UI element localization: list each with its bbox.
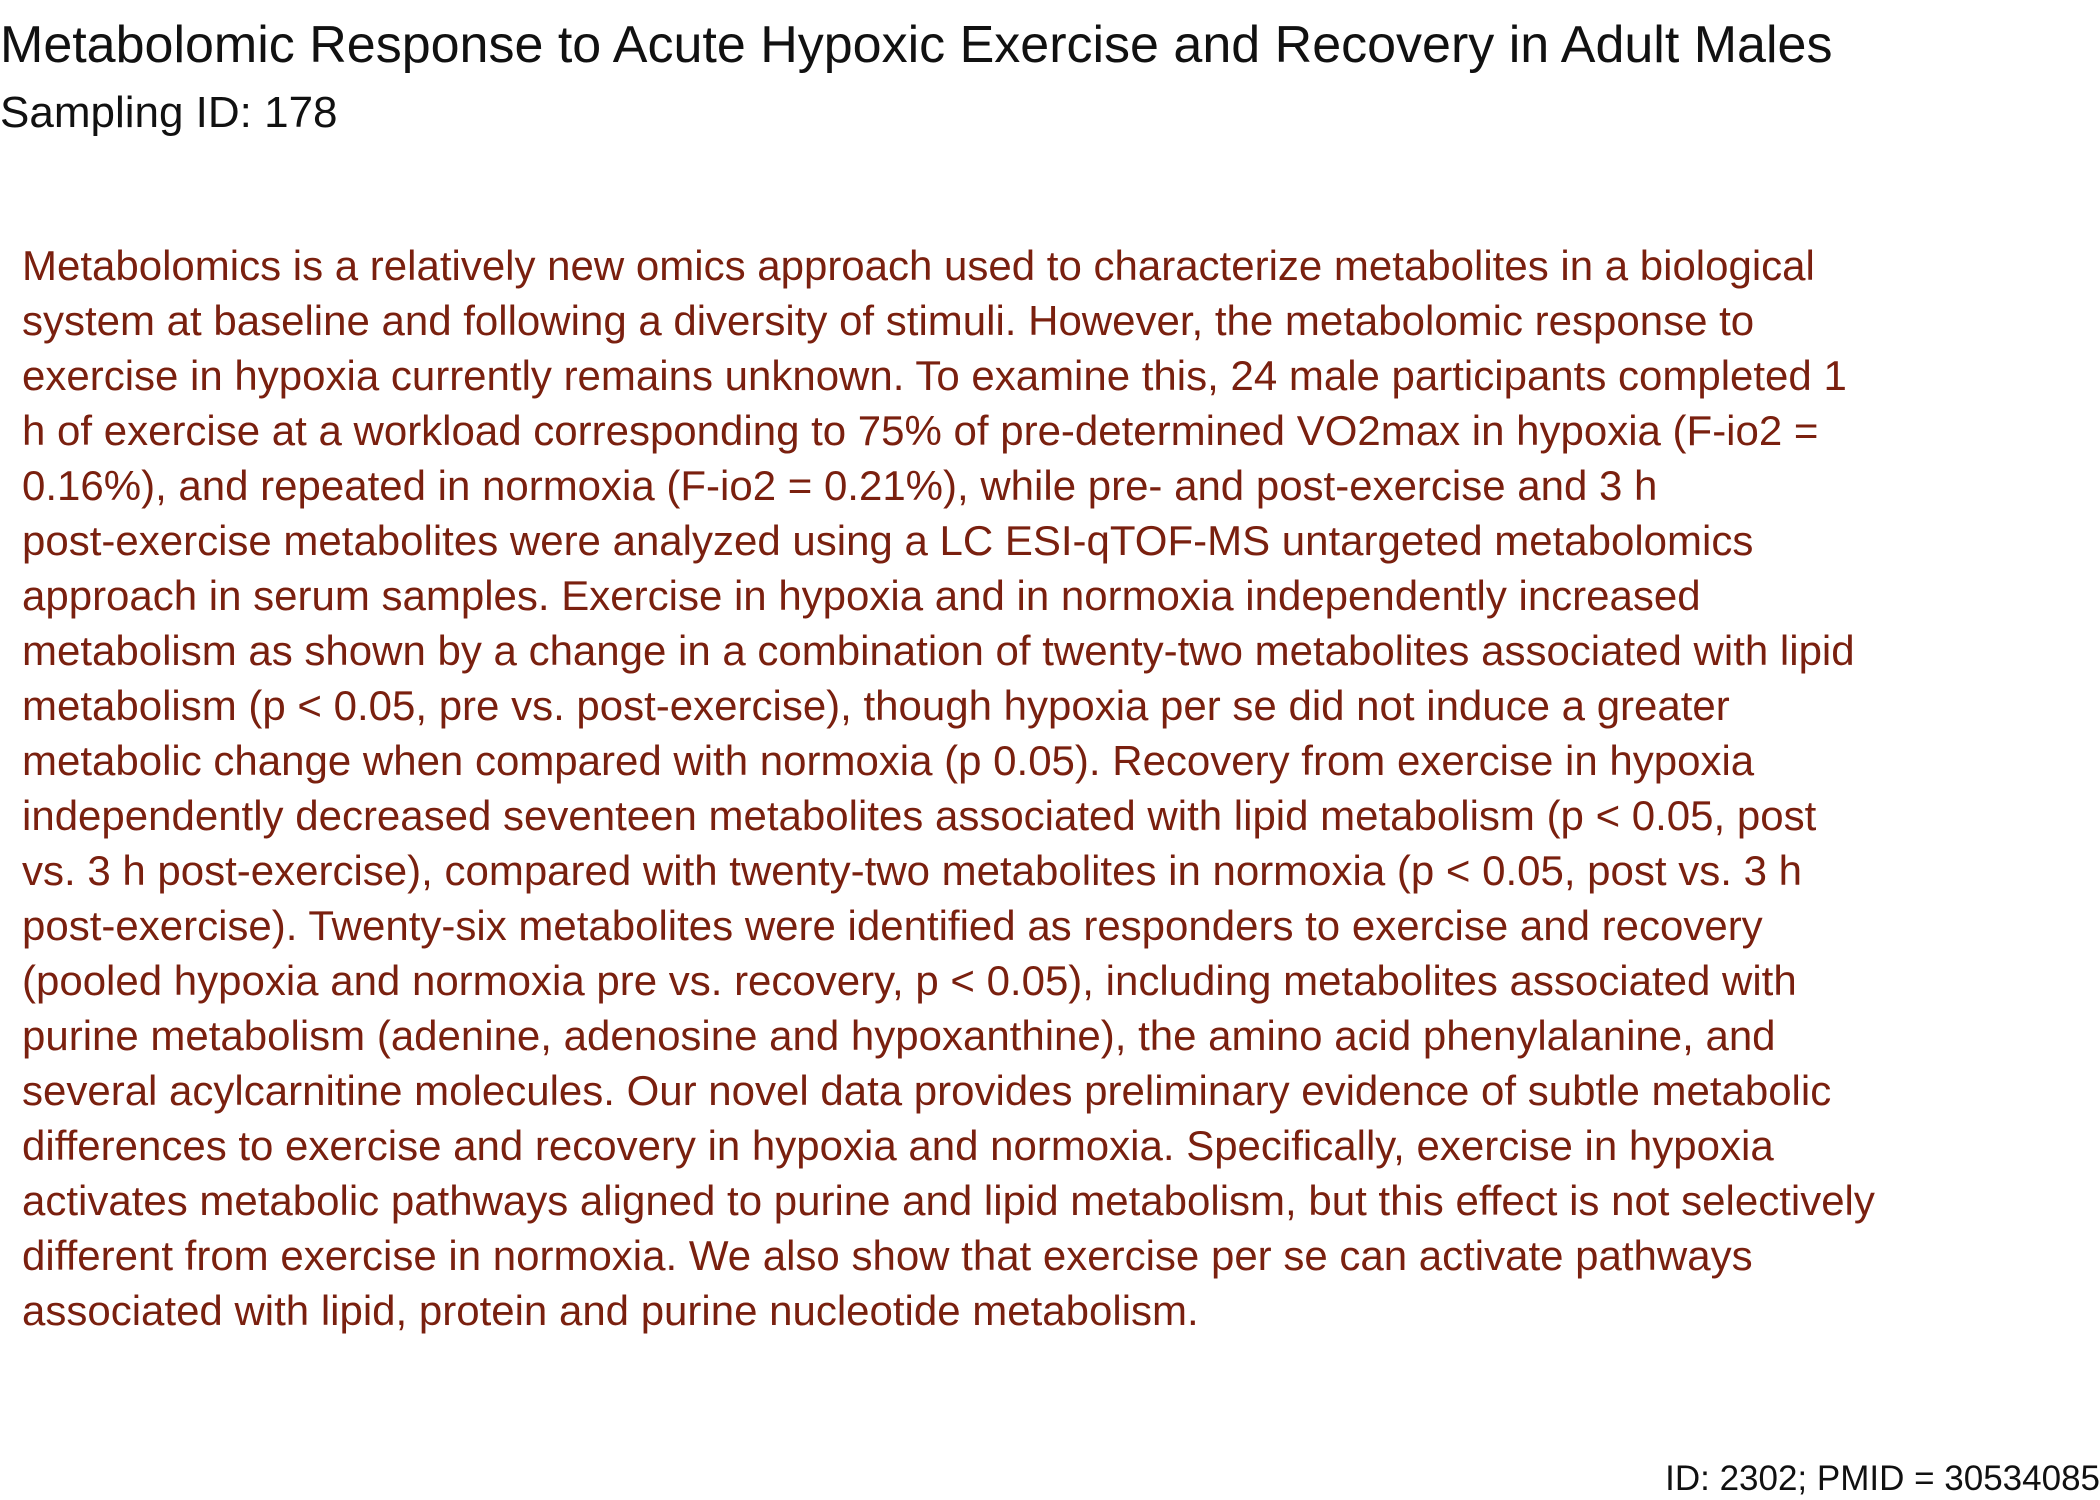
abstract-line: activates metabolic pathways aligned to … [22, 1177, 1875, 1224]
abstract-line: approach in serum samples. Exercise in h… [22, 572, 1701, 619]
abstract-line: exercise in hypoxia currently remains un… [22, 352, 1847, 399]
abstract-line: metabolic change when compared with norm… [22, 737, 1755, 784]
abstract-line: vs. 3 h post-exercise), compared with tw… [22, 847, 1802, 894]
page-title: Metabolomic Response to Acute Hypoxic Ex… [0, 16, 1833, 74]
abstract-line: several acylcarnitine molecules. Our nov… [22, 1067, 1832, 1114]
abstract-line: metabolism (p < 0.05, pre vs. post-exerc… [22, 682, 1730, 729]
abstract-line: system at baseline and following a diver… [22, 297, 1755, 344]
abstract-line: post-exercise metabolites were analyzed … [22, 517, 1754, 564]
abstract-line: 0.16%), and repeated in normoxia (F-io2 … [22, 462, 1658, 509]
document-id-footer: ID: 2302; PMID = 30534085 [1665, 1459, 2100, 1498]
abstract-line: Metabolomics is a relatively new omics a… [22, 242, 1815, 289]
abstract-line: post-exercise). Twenty-six metabolites w… [22, 902, 1763, 949]
abstract-line: associated with lipid, protein and purin… [22, 1287, 1199, 1334]
abstract-line: purine metabolism (adenine, adenosine an… [22, 1012, 1776, 1059]
abstract-line: different from exercise in normoxia. We … [22, 1232, 1753, 1279]
abstract-line: (pooled hypoxia and normoxia pre vs. rec… [22, 957, 1797, 1004]
sampling-id: Sampling ID: 178 [0, 88, 338, 137]
abstract-text: Metabolomics is a relatively new omics a… [22, 238, 2092, 1338]
abstract-line: metabolism as shown by a change in a com… [22, 627, 1855, 674]
abstract-line: differences to exercise and recovery in … [22, 1122, 1774, 1169]
abstract-line: h of exercise at a workload correspondin… [22, 407, 1819, 454]
abstract-line: independently decreased seventeen metabo… [22, 792, 1817, 839]
